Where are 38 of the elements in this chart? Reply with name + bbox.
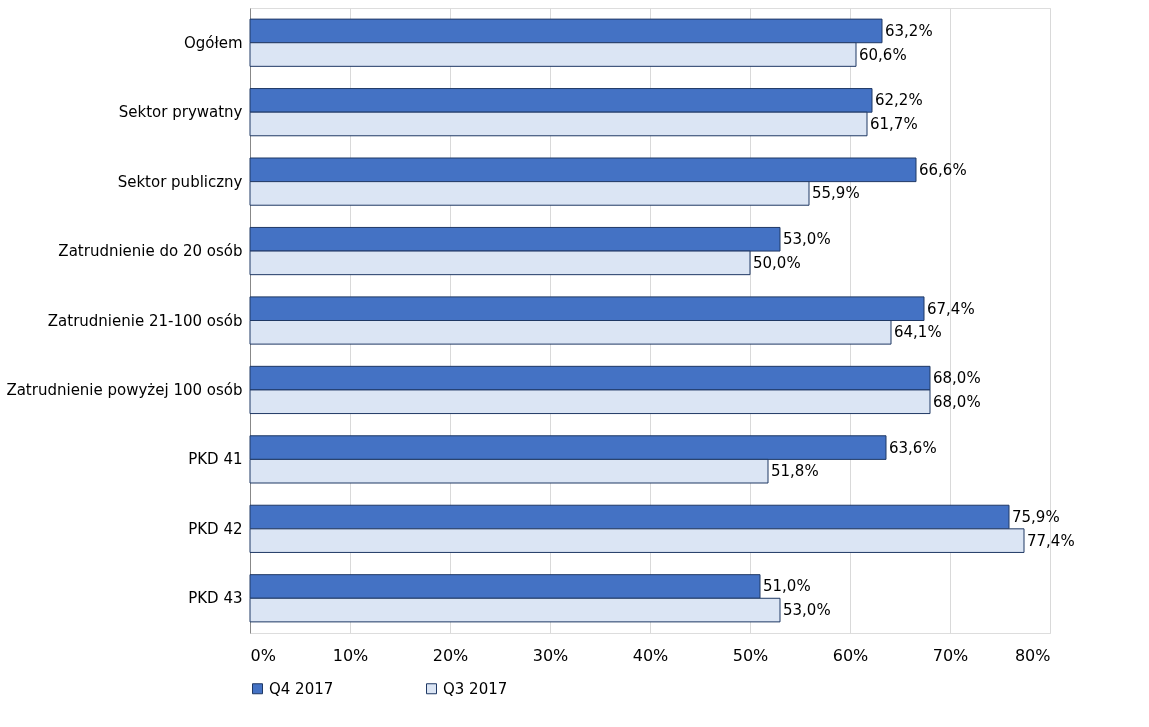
data-label: 51,8% — [771, 462, 819, 481]
data-label: 61,7% — [870, 114, 918, 133]
y-tick-label: PKD 43 — [188, 589, 243, 608]
y-tick-label: Sektor prywatny — [118, 103, 243, 122]
x-tick-label: 10% — [332, 645, 369, 665]
x-tick-label: 40% — [632, 645, 669, 665]
y-tick-label: Zatrudnienie powyżej 100 osób — [6, 380, 243, 399]
data-label: 53,0% — [783, 601, 831, 620]
data-label: 75,9% — [1012, 508, 1060, 527]
data-label: 55,9% — [812, 184, 860, 203]
y-tick-label: Sektor publiczny — [117, 172, 243, 191]
x-tick-label: 50% — [732, 645, 769, 665]
y-tick-label: PKD 42 — [188, 519, 243, 538]
y-tick-label: PKD 41 — [188, 450, 243, 469]
data-label: 63,2% — [885, 21, 933, 40]
x-tick-label: 80% — [1014, 645, 1051, 665]
legend-label: Q3 2017 — [443, 679, 508, 698]
data-label: 67,4% — [927, 299, 975, 318]
data-label: 60,6% — [859, 45, 907, 64]
data-label: 68,0% — [933, 392, 981, 411]
data-label: 53,0% — [783, 230, 831, 249]
data-label: 51,0% — [763, 577, 811, 596]
x-tick-label: 60% — [832, 645, 869, 665]
x-tick-label: 30% — [532, 645, 569, 665]
y-tick-label: Zatrudnienie do 20 osób — [58, 242, 243, 261]
x-tick-label: 70% — [932, 645, 969, 665]
data-label: 68,0% — [933, 369, 981, 388]
data-label: 50,0% — [753, 253, 801, 272]
data-label: 62,2% — [875, 91, 923, 110]
y-tick-label: Ogółem — [183, 33, 243, 52]
y-tick-label: Zatrudnienie 21-100 osób — [47, 311, 243, 330]
x-tick-label: 0% — [250, 645, 276, 665]
data-label: 64,1% — [894, 323, 942, 342]
data-label: 66,6% — [919, 160, 967, 179]
data-label: 77,4% — [1027, 531, 1075, 550]
x-tick-label: 20% — [432, 645, 469, 665]
data-label: 63,6% — [889, 438, 937, 457]
legend-label: Q4 2017 — [269, 679, 334, 698]
